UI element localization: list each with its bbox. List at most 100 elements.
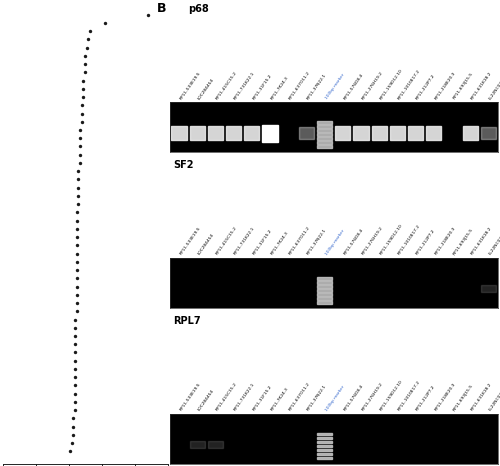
- Point: [73, 274, 81, 282]
- Text: RP11-576D8.4: RP11-576D8.4: [343, 72, 364, 100]
- Point: [74, 176, 82, 183]
- Bar: [317, 293, 332, 295]
- Text: RP11-1010E17.2: RP11-1010E17.2: [398, 224, 421, 256]
- Text: RP11-218E20.3: RP11-218E20.3: [434, 382, 456, 412]
- Point: [81, 69, 89, 76]
- Text: RP11-276H19.2: RP11-276H19.2: [361, 70, 384, 100]
- Text: RPL7: RPL7: [173, 316, 201, 326]
- Point: [76, 143, 84, 150]
- Point: [73, 283, 81, 290]
- Text: RP11-159D12.10: RP11-159D12.10: [379, 68, 404, 100]
- Text: RP11-212P7.2: RP11-212P7.2: [416, 73, 436, 100]
- Point: [80, 77, 88, 84]
- Point: [76, 126, 84, 134]
- Bar: [262, 125, 278, 142]
- Point: [71, 349, 79, 356]
- Point: [70, 431, 78, 439]
- Point: [73, 267, 81, 274]
- Point: [73, 308, 81, 315]
- Text: RP11-415C15.2: RP11-415C15.2: [216, 226, 238, 256]
- Bar: [317, 441, 332, 444]
- Text: RP11-1010E17.2: RP11-1010E17.2: [398, 69, 421, 100]
- Bar: [317, 137, 332, 140]
- Point: [73, 258, 81, 266]
- Text: LL22NC03-2H8.5: LL22NC03-2H8.5: [488, 224, 500, 256]
- Point: [71, 357, 79, 364]
- Text: RP11-159D12.10: RP11-159D12.10: [379, 379, 404, 412]
- Point: [74, 192, 82, 199]
- Bar: [317, 289, 332, 292]
- Bar: [317, 457, 332, 459]
- Point: [73, 299, 81, 307]
- Point: [80, 85, 88, 93]
- Point: [73, 225, 81, 233]
- Text: RP11-37N22.1: RP11-37N22.1: [306, 228, 328, 256]
- Point: [68, 439, 76, 447]
- Bar: [317, 121, 332, 124]
- Text: RP11-1010E17.2: RP11-1010E17.2: [398, 380, 421, 412]
- Bar: [208, 126, 223, 140]
- Bar: [481, 285, 496, 293]
- Text: RP11-212P7.2: RP11-212P7.2: [416, 229, 436, 256]
- Point: [74, 200, 82, 208]
- Text: RP11-7K24.3: RP11-7K24.3: [270, 75, 289, 100]
- Text: RP11-631K18.2: RP11-631K18.2: [470, 226, 492, 256]
- Point: [73, 242, 81, 249]
- Point: [80, 93, 88, 101]
- Point: [76, 135, 84, 142]
- Text: RP11-693J15.5: RP11-693J15.5: [452, 72, 473, 100]
- Bar: [244, 126, 260, 140]
- Text: RP11-218E20.3: RP11-218E20.3: [434, 70, 456, 100]
- Text: RP11-37N22.1: RP11-37N22.1: [306, 72, 328, 100]
- Text: RP11-576D8.4: RP11-576D8.4: [343, 384, 364, 412]
- Text: RP11-415C15.2: RP11-415C15.2: [216, 382, 238, 412]
- Point: [71, 316, 79, 323]
- Text: 100bp marker: 100bp marker: [324, 384, 345, 412]
- Text: p68: p68: [188, 4, 208, 14]
- Text: LOC284454: LOC284454: [198, 389, 215, 412]
- Bar: [317, 449, 332, 452]
- Bar: [317, 141, 332, 144]
- Text: RP11-631K18.2: RP11-631K18.2: [470, 382, 492, 412]
- Point: [86, 27, 94, 35]
- Bar: [317, 301, 332, 304]
- Point: [74, 167, 82, 175]
- Point: [73, 250, 81, 257]
- Text: LL22NC03-2H8.5: LL22NC03-2H8.5: [488, 379, 500, 412]
- Text: RP11-533E19.5: RP11-533E19.5: [179, 70, 202, 100]
- Point: [71, 341, 79, 348]
- Bar: [317, 277, 332, 280]
- Point: [78, 118, 86, 125]
- Bar: [317, 145, 332, 148]
- Text: RP11-637O11.2: RP11-637O11.2: [288, 70, 311, 100]
- Bar: [462, 126, 478, 140]
- Bar: [481, 127, 496, 139]
- Point: [144, 11, 152, 19]
- Text: RP11-37N22.1: RP11-37N22.1: [306, 384, 328, 412]
- Text: RP11-731K22.1: RP11-731K22.1: [234, 70, 256, 100]
- Bar: [317, 125, 332, 128]
- Bar: [390, 126, 405, 140]
- Text: RP11-533E19.5: RP11-533E19.5: [179, 382, 202, 412]
- Text: RP11-533E19.5: RP11-533E19.5: [179, 226, 202, 256]
- Bar: [317, 445, 332, 447]
- Text: 100bp marker: 100bp marker: [324, 229, 345, 256]
- Text: RP11-631K18.2: RP11-631K18.2: [470, 70, 492, 100]
- Text: RP11-415C15.2: RP11-415C15.2: [216, 70, 238, 100]
- Text: RP11-576D8.4: RP11-576D8.4: [343, 228, 364, 256]
- Bar: [299, 127, 314, 139]
- Bar: [317, 297, 332, 300]
- Text: RP11-731K22.1: RP11-731K22.1: [234, 226, 256, 256]
- Point: [101, 19, 109, 27]
- Bar: [208, 441, 223, 448]
- Point: [76, 151, 84, 158]
- Point: [78, 110, 86, 117]
- Point: [74, 184, 82, 192]
- Point: [71, 332, 79, 340]
- Text: SF2: SF2: [173, 160, 194, 170]
- Point: [70, 415, 78, 422]
- Point: [71, 373, 79, 381]
- Text: LOC284454: LOC284454: [198, 77, 215, 100]
- Text: RP11-637O11.2: RP11-637O11.2: [288, 226, 311, 256]
- Point: [71, 398, 79, 405]
